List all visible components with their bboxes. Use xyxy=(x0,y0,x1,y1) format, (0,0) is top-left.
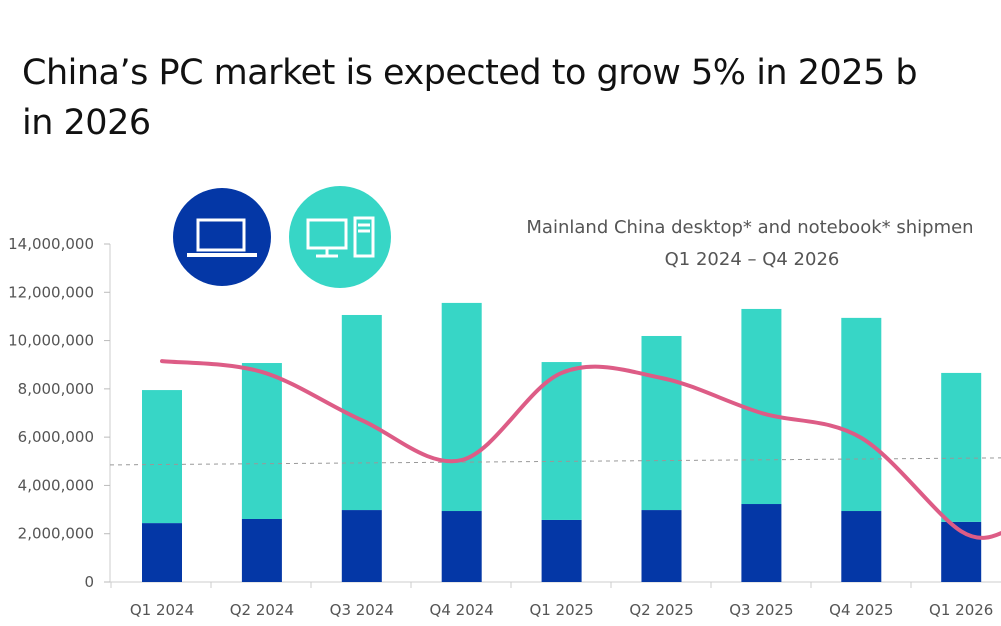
bar-segment-top xyxy=(541,362,582,520)
y-tick-label: 6,000,000 xyxy=(18,428,94,446)
x-tick-label: Q3 2025 xyxy=(729,601,793,619)
bar-segment-top xyxy=(241,363,282,519)
bar-segment-bottom xyxy=(641,510,682,582)
desktop-icon-badge xyxy=(289,186,391,288)
x-tick-label: Q3 2024 xyxy=(330,601,394,619)
x-tick-label: Q4 2025 xyxy=(829,601,893,619)
y-tick-label: 10,000,000 xyxy=(8,332,94,350)
x-tick-label: Q2 2024 xyxy=(230,601,294,619)
chart-title: Mainland China desktop* and notebook* sh… xyxy=(526,217,973,238)
page-title-line-1: China’s PC market is expected to grow 5%… xyxy=(22,53,918,93)
bar-segment-top xyxy=(941,372,982,522)
bar-segment-top xyxy=(142,390,182,524)
bar-segment-bottom xyxy=(741,504,782,582)
y-tick-label: 14,000,000 xyxy=(8,235,94,253)
bar-segment-bottom xyxy=(142,523,182,582)
chart-subtitle: Q1 2024 – Q4 2026 xyxy=(665,249,840,270)
x-tick-label: Q2 2025 xyxy=(629,601,693,619)
bar-segment-top xyxy=(841,317,882,512)
laptop-icon xyxy=(187,218,257,257)
y-tick-label: 8,000,000 xyxy=(18,380,94,398)
desktop-icon xyxy=(306,216,375,258)
bar-segment-bottom xyxy=(241,518,282,582)
bar-segment-bottom xyxy=(841,511,882,582)
bar-segment-top xyxy=(441,302,482,512)
x-tick-label: Q1 2025 xyxy=(529,601,593,619)
x-tick-label: Q1 2024 xyxy=(130,601,194,619)
y-tick-label: 4,000,000 xyxy=(18,476,94,494)
page-title-line-2: in 2026 xyxy=(22,103,151,143)
x-tick-label: Q1 2026 xyxy=(929,601,993,619)
y-tick-label: 12,000,000 xyxy=(8,283,94,301)
bar-segment-top xyxy=(641,335,682,511)
bar-segment-bottom xyxy=(441,511,482,582)
laptop-icon-badge xyxy=(173,188,271,286)
bar-segment-bottom xyxy=(341,510,382,582)
page-title: China’s PC market is expected to grow 5%… xyxy=(22,48,918,148)
x-tick-label: Q4 2024 xyxy=(430,601,494,619)
trend-line xyxy=(160,359,1001,540)
y-tick-label: 0 xyxy=(84,573,94,591)
y-tick-label: 2,000,000 xyxy=(18,525,94,543)
bar-segment-bottom xyxy=(541,519,582,582)
